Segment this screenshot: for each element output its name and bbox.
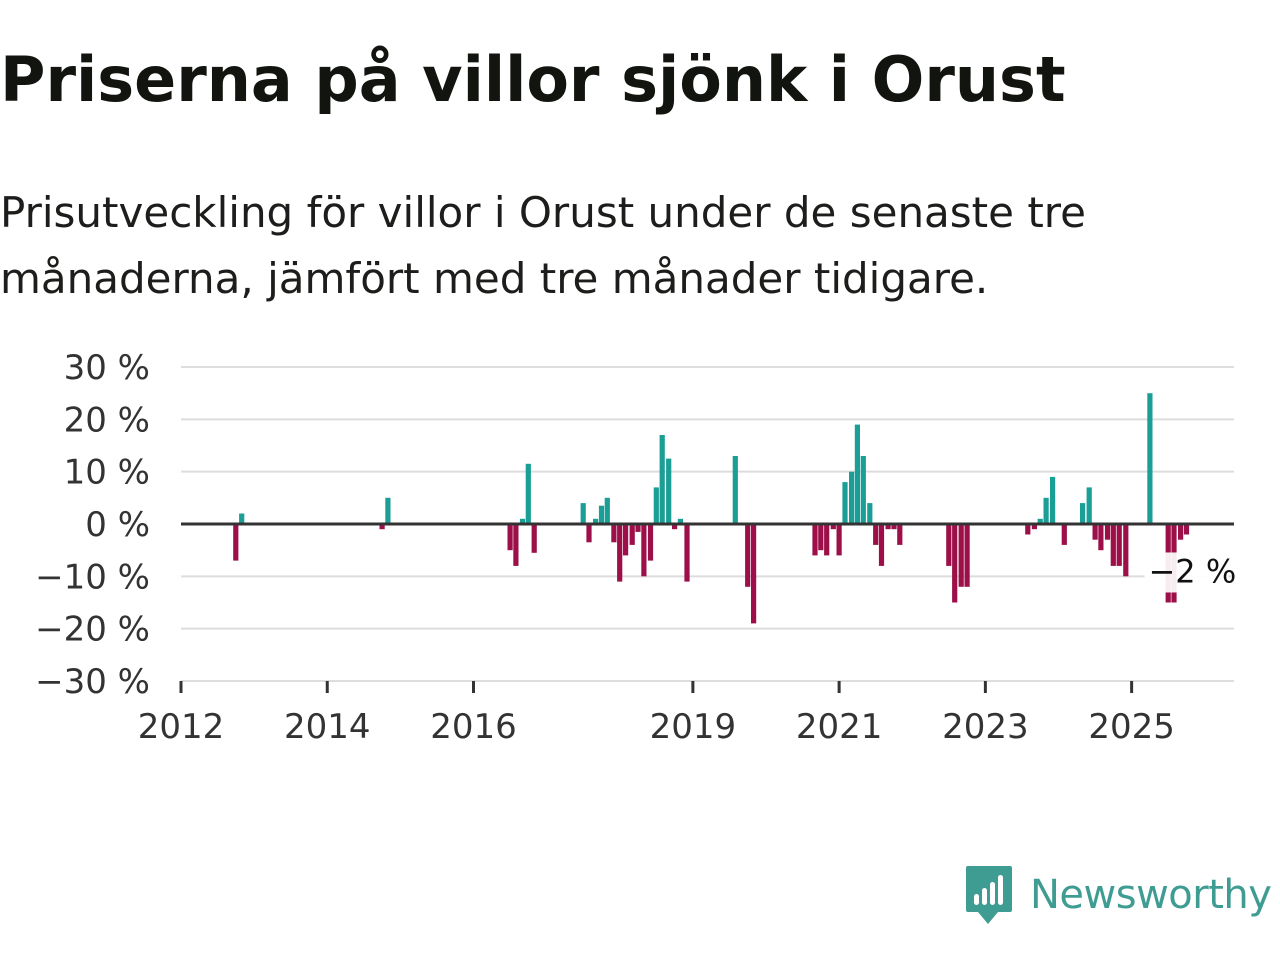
bar: [593, 518, 599, 524]
x-tick-label: 2019: [650, 707, 737, 747]
y-tick-label: 30 %: [64, 348, 150, 388]
bar: [611, 524, 617, 543]
bar: [1050, 476, 1056, 524]
x-tick-label: 2016: [430, 707, 517, 747]
bar: [525, 463, 531, 524]
bar: [1031, 524, 1037, 530]
bar: [1061, 524, 1067, 545]
bar: [379, 524, 385, 530]
y-tick-label: 0 %: [85, 505, 150, 545]
brand-name: Newsworthy: [1030, 872, 1272, 918]
bar: [519, 518, 526, 524]
annotation-label: −2 %: [1148, 552, 1236, 590]
bar: [598, 505, 605, 524]
bar: [873, 524, 879, 545]
bar: [513, 524, 519, 566]
bar: [818, 524, 824, 551]
bar: [672, 524, 678, 530]
bar: [1037, 518, 1043, 524]
y-tick-label: −20 %: [35, 610, 150, 650]
bar: [751, 524, 757, 624]
bar: [891, 524, 897, 530]
bar: [836, 524, 842, 556]
bar: [666, 458, 672, 524]
bar: [629, 524, 635, 545]
bar: [641, 524, 647, 577]
bar: [1086, 487, 1092, 524]
bar: [623, 524, 629, 556]
bar: [1080, 503, 1086, 524]
bar: [580, 503, 586, 524]
bar: [1092, 524, 1098, 540]
bar: [952, 524, 958, 603]
bar: [385, 497, 391, 524]
bar: [1025, 524, 1031, 535]
bar: [507, 524, 513, 551]
bar: [1183, 524, 1190, 535]
bar: [647, 524, 654, 561]
bar: [732, 456, 738, 524]
bar: [1123, 524, 1129, 577]
bar: [897, 524, 903, 545]
bar: [1098, 524, 1104, 551]
x-tick-label: 2014: [284, 707, 371, 747]
bar: [604, 497, 610, 524]
x-tick-label: 2023: [942, 707, 1029, 747]
bar: [958, 524, 964, 587]
newsworthy-logo-icon: [966, 866, 1012, 924]
bar: [617, 524, 623, 582]
axes: [179, 522, 1234, 693]
bar: [812, 524, 818, 556]
bar: [635, 524, 641, 532]
x-tick-label: 2012: [138, 707, 225, 747]
y-tick-label: −30 %: [35, 662, 150, 702]
bar: [824, 524, 830, 556]
x-tick-label: 2021: [796, 707, 883, 747]
bar: [885, 524, 891, 530]
bar: [964, 524, 970, 587]
bar: [842, 482, 848, 524]
bar: [830, 524, 836, 530]
bar: [586, 524, 592, 543]
labels: 30 % 20 % 10 % 0 % −10 % −20 % −30 % 2012 2014 20…: [35, 348, 1236, 747]
bar: [1147, 393, 1153, 524]
bar: [684, 524, 690, 582]
bar: [659, 435, 665, 524]
chart-subtitle: Prisutveckling för villor i Orust under …: [0, 188, 1086, 303]
bar: [239, 513, 245, 524]
y-tick-label: −10 %: [35, 557, 150, 597]
bar: [1104, 524, 1111, 540]
bar: [854, 424, 860, 524]
y-tick-label: 10 %: [64, 453, 150, 493]
bar: [1116, 524, 1122, 566]
bar: [1110, 524, 1116, 566]
bar: [1043, 497, 1049, 524]
bar: [1178, 524, 1184, 540]
x-tick-label: 2025: [1088, 707, 1175, 747]
bar-chart: 30 % 20 % 10 % 0 % −10 % −20 % −30 % 2012 2014 20…: [35, 348, 1236, 747]
bar: [860, 456, 866, 524]
annotation-bg: [1144, 552, 1229, 593]
bar: [677, 518, 683, 524]
bar: [653, 487, 659, 524]
bar: [878, 524, 885, 566]
bar: [531, 524, 537, 553]
bar: [233, 524, 239, 561]
bar: [867, 503, 873, 524]
bars: [233, 393, 1190, 624]
bar: [946, 524, 952, 566]
brand-logo: Newsworthy: [964, 862, 1272, 928]
y-tick-label: 20 %: [64, 400, 150, 440]
bar: [745, 524, 751, 587]
chart-title: Priserna på villor sjönk i Orust: [0, 43, 1066, 116]
bar: [849, 471, 855, 524]
